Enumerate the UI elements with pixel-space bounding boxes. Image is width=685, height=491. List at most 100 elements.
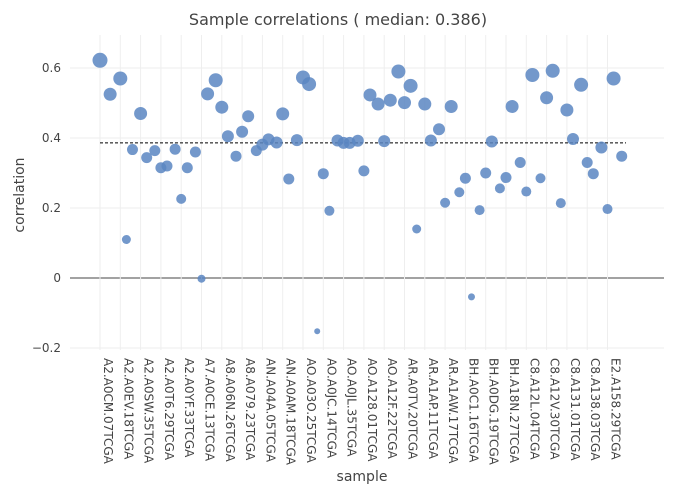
data-point[interactable]: [398, 96, 411, 110]
data-point[interactable]: [92, 52, 108, 68]
data-point[interactable]: [566, 133, 579, 146]
y-tick-label: 0.4: [42, 131, 61, 145]
x-tick-label: AO.A128.01TCGA: [365, 358, 379, 462]
x-tick-label: BH.A18N.27TCGA: [507, 358, 521, 464]
data-point[interactable]: [378, 135, 391, 148]
data-point[interactable]: [290, 134, 303, 147]
x-axis-label: sample: [337, 469, 388, 485]
data-point[interactable]: [494, 183, 505, 194]
x-tick-label: E2.A158.29TCGA: [609, 358, 623, 461]
x-tick-label: A2.A0SW.35TCGA: [142, 358, 156, 464]
data-point[interactable]: [358, 165, 370, 177]
data-point[interactable]: [505, 100, 519, 113]
y-tick-label: 0.6: [42, 61, 61, 75]
y-axis-label: correlation: [12, 157, 28, 232]
data-point[interactable]: [314, 328, 321, 335]
data-point[interactable]: [444, 100, 458, 113]
data-point[interactable]: [587, 168, 599, 180]
data-point[interactable]: [181, 162, 193, 174]
data-point[interactable]: [474, 205, 485, 216]
data-point[interactable]: [201, 87, 215, 101]
data-point[interactable]: [141, 152, 153, 164]
x-tick-label: AO.A0JL.35TCGA: [345, 358, 359, 457]
x-tick-label: AO.A12F.22TCGA: [385, 358, 399, 460]
data-point[interactable]: [403, 78, 418, 93]
data-point[interactable]: [424, 134, 437, 147]
data-point[interactable]: [480, 167, 492, 179]
x-tick-label: AR.A1AW.17TCGA: [446, 358, 460, 464]
data-point[interactable]: [440, 197, 451, 208]
x-tick-label: A2.A0EV.18TCGA: [121, 358, 135, 460]
data-point[interactable]: [606, 71, 621, 86]
data-point[interactable]: [485, 135, 498, 148]
data-point[interactable]: [602, 204, 613, 215]
data-point[interactable]: [418, 97, 432, 111]
data-point[interactable]: [189, 146, 201, 158]
data-point[interactable]: [283, 173, 295, 185]
data-point[interactable]: [383, 93, 397, 107]
data-point[interactable]: [467, 293, 475, 301]
data-point[interactable]: [221, 130, 234, 143]
data-point[interactable]: [555, 198, 566, 209]
data-point[interactable]: [500, 172, 512, 184]
data-point[interactable]: [242, 110, 255, 123]
data-point[interactable]: [215, 100, 229, 114]
x-tick-label: C8.A12V.30TCGA: [548, 358, 562, 460]
data-point[interactable]: [126, 144, 138, 156]
x-tick-label: BH.A0DG.19TCGA: [487, 358, 501, 466]
data-point[interactable]: [371, 97, 385, 111]
x-tick-label: AO.A0JC.14TCGA: [324, 358, 338, 459]
data-point[interactable]: [324, 205, 335, 216]
data-point[interactable]: [535, 173, 546, 184]
y-tick-label: 0: [53, 271, 61, 285]
data-point[interactable]: [581, 157, 593, 168]
data-point[interactable]: [351, 134, 364, 147]
y-tick-label: −0.2: [32, 341, 61, 355]
data-point[interactable]: [521, 186, 532, 197]
x-gridlines: [99, 35, 608, 350]
data-point[interactable]: [545, 63, 560, 78]
data-point[interactable]: [197, 274, 206, 283]
x-tick-label: AN.A0AM.18TCGA: [284, 358, 298, 466]
x-tick-label: BH.A0C1.16TCGA: [466, 358, 480, 463]
x-tick-label: C8.A131.01TCGA: [568, 358, 582, 461]
data-point[interactable]: [514, 157, 526, 168]
data-point[interactable]: [616, 150, 628, 162]
data-point[interactable]: [574, 77, 589, 92]
data-point[interactable]: [230, 150, 242, 162]
data-point[interactable]: [317, 168, 329, 180]
data-point[interactable]: [391, 64, 406, 79]
x-tick-label: A2.A0CM.07TCGA: [101, 358, 115, 465]
data-point[interactable]: [560, 103, 574, 117]
data-point[interactable]: [276, 107, 290, 121]
data-point[interactable]: [433, 123, 446, 136]
data-point[interactable]: [302, 77, 317, 92]
data-point[interactable]: [149, 145, 161, 157]
x-tick-label: A2.A0T6.29TCGA: [162, 358, 176, 461]
data-point[interactable]: [363, 88, 377, 102]
data-point[interactable]: [176, 193, 187, 204]
x-tick-label: AR.A0TV.20TCGA: [406, 358, 420, 460]
data-point[interactable]: [134, 107, 148, 120]
gridlines: [70, 67, 664, 349]
data-point[interactable]: [540, 91, 554, 105]
data-point[interactable]: [459, 172, 471, 184]
data-point[interactable]: [113, 71, 128, 86]
data-point[interactable]: [412, 224, 422, 234]
data-point[interactable]: [236, 125, 249, 138]
data-point[interactable]: [525, 68, 540, 82]
data-point[interactable]: [208, 73, 223, 88]
data-point[interactable]: [595, 141, 608, 154]
y-axis-ticks: −0.2 0 0.2 0.4 0.6: [32, 61, 61, 355]
data-point[interactable]: [121, 235, 131, 244]
data-point[interactable]: [161, 160, 173, 172]
data-point[interactable]: [169, 143, 181, 155]
data-point[interactable]: [454, 187, 465, 198]
data-point[interactable]: [103, 87, 117, 101]
x-tick-label: AR.A1AP.11TCGA: [426, 358, 440, 460]
x-tick-label: AO.A03O.25TCGA: [304, 358, 318, 464]
data-point[interactable]: [270, 136, 283, 149]
y-tick-label: 0.2: [42, 201, 61, 215]
x-tick-label: A2.A0YF.33TCGA: [182, 358, 196, 458]
